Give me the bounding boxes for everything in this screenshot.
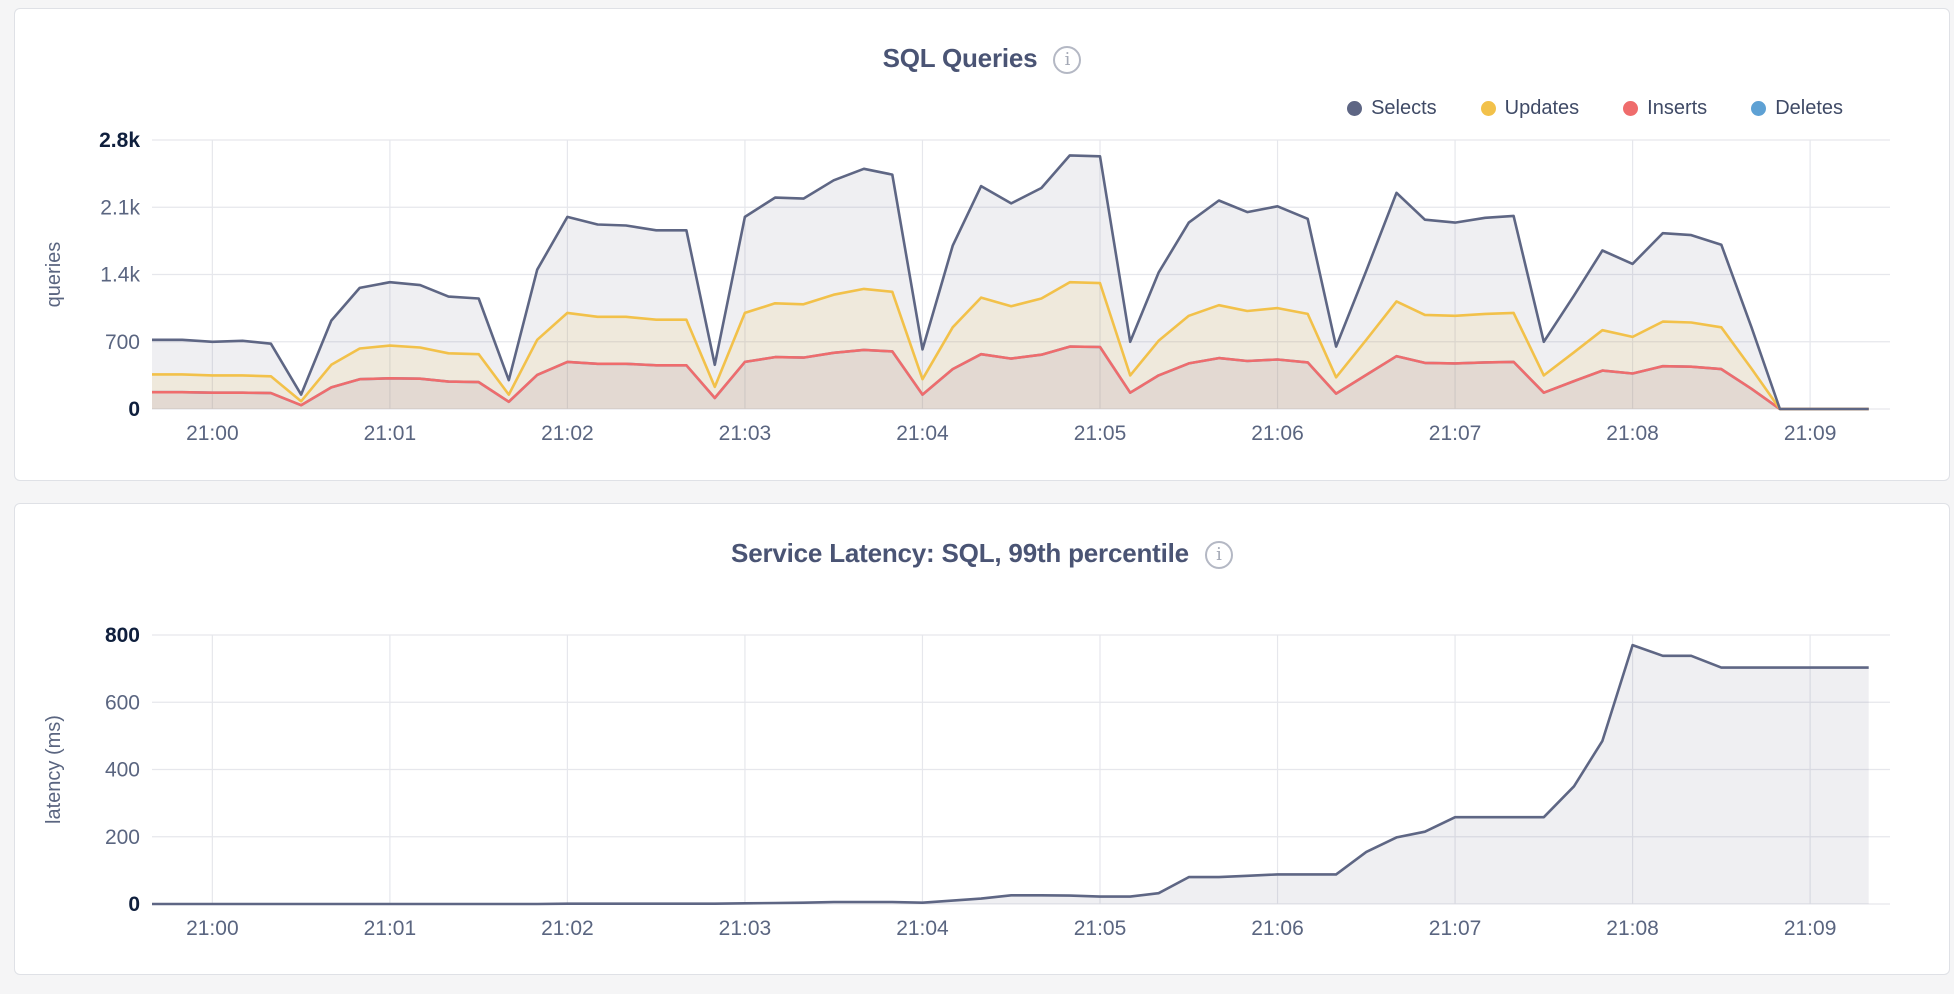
x-tick-label: 21:00 — [186, 917, 239, 940]
x-tick-label: 21:04 — [896, 422, 949, 445]
y-tick-label: 200 — [105, 826, 140, 849]
y-tick-label: 2.1k — [100, 196, 140, 219]
service-latency-title: Service Latency: SQL, 99th percentile i — [15, 538, 1949, 569]
x-tick-label: 21:07 — [1429, 422, 1482, 445]
y-tick-label: 600 — [105, 691, 140, 714]
x-tick-label: 21:06 — [1251, 422, 1304, 445]
series-line-latency — [152, 643, 1869, 906]
y-axis-title: queries — [43, 242, 65, 308]
series-area-latency — [152, 645, 1869, 904]
legend-dot — [1480, 101, 1496, 116]
y-tick-label: 1.4k — [100, 264, 140, 287]
legend-item-selects[interactable]: Selects — [1347, 97, 1437, 120]
series-line-inserts — [152, 345, 1869, 411]
x-tick-label: 21:05 — [1074, 917, 1127, 940]
y-tick-label: 2.8k — [99, 129, 140, 152]
legend-dot — [1347, 101, 1363, 116]
x-tick-label: 21:02 — [541, 422, 594, 445]
y-tick-label: 400 — [105, 759, 140, 782]
legend-label: Deletes — [1775, 97, 1843, 119]
legend-label: Inserts — [1647, 97, 1708, 119]
x-tick-label: 21:00 — [186, 422, 239, 445]
x-tick-label: 21:03 — [719, 422, 772, 445]
x-tick-label: 21:01 — [364, 917, 417, 940]
info-icon[interactable]: i — [1204, 541, 1233, 569]
x-tick-label: 21:08 — [1606, 917, 1659, 940]
series-area-inserts — [152, 346, 1869, 409]
x-tick-label: 21:09 — [1784, 917, 1837, 940]
x-tick-label: 21:01 — [364, 422, 417, 445]
series-area-selects — [152, 155, 1869, 409]
legend-item-updates[interactable]: Updates — [1480, 97, 1580, 120]
x-tick-label: 21:02 — [541, 917, 594, 940]
x-tick-label: 21:05 — [1074, 422, 1127, 445]
x-tick-label: 21:07 — [1429, 917, 1482, 940]
series-line-updates — [152, 280, 1869, 411]
y-tick-label: 0 — [128, 398, 140, 421]
info-icon[interactable]: i — [1053, 46, 1082, 74]
x-tick-label: 21:08 — [1606, 422, 1659, 445]
y-tick-label: 800 — [105, 624, 140, 647]
sql-queries-title-text: SQL Queries — [882, 43, 1038, 73]
x-tick-label: 21:06 — [1251, 917, 1304, 940]
legend-dot — [1623, 101, 1639, 116]
legend-label: Selects — [1371, 97, 1437, 119]
service-latency-panel: Service Latency: SQL, 99th percentile i — [14, 503, 1950, 975]
series-area-updates — [152, 282, 1869, 409]
legend-dot — [1751, 101, 1767, 116]
legend-label: Updates — [1504, 97, 1580, 119]
legend-item-inserts[interactable]: Inserts — [1623, 97, 1707, 120]
sql-queries-title: SQL Queries i — [15, 43, 1949, 74]
x-tick-label: 21:04 — [896, 917, 949, 940]
service-latency-title-text: Service Latency: SQL, 99th percentile — [731, 538, 1189, 568]
y-tick-label: 700 — [105, 331, 140, 354]
series-line-selects — [152, 154, 1869, 411]
x-tick-label: 21:09 — [1784, 422, 1837, 445]
legend-item-deletes[interactable]: Deletes — [1751, 97, 1843, 120]
sql-queries-legend: Selects Updates Inserts Deletes — [1347, 97, 1843, 120]
sql-queries-panel: SQL Queries i Selects Updates Inserts Delete… — [14, 8, 1950, 481]
x-tick-label: 21:03 — [719, 917, 772, 940]
y-tick-label: 0 — [128, 893, 140, 916]
series-area-deletes — [152, 346, 1869, 409]
y-axis-title: latency (ms) — [43, 715, 65, 824]
